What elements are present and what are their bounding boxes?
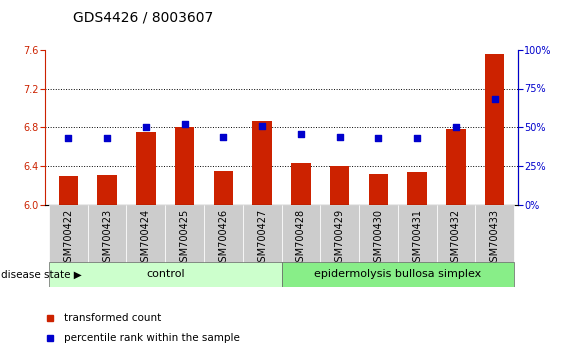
Point [180,121,189,127]
Point [141,125,150,130]
Bar [49,205,88,269]
Bar [320,205,359,269]
Text: GSM700433: GSM700433 [490,209,500,268]
Text: transformed count: transformed count [64,313,161,323]
Bar [369,174,388,205]
Point [258,123,267,129]
Bar [330,166,349,205]
Bar [204,205,243,269]
Bar [59,176,78,205]
Text: GSM700430: GSM700430 [373,209,383,268]
Point [413,136,422,141]
Point [102,136,111,141]
Bar [446,130,466,205]
Bar [408,172,427,205]
Bar [398,205,436,269]
Point [219,134,228,139]
Bar [282,262,514,287]
Bar [436,205,475,269]
Text: control: control [146,269,185,279]
Text: GSM700432: GSM700432 [451,209,461,268]
Text: GSM700426: GSM700426 [218,209,229,268]
Text: GSM700427: GSM700427 [257,209,267,268]
Bar [291,164,311,205]
Bar [359,205,398,269]
Bar [49,262,282,287]
Bar [97,175,117,205]
Point [452,125,461,130]
Point [490,97,499,102]
Text: GSM700424: GSM700424 [141,209,151,268]
Text: GDS4426 / 8003607: GDS4426 / 8003607 [73,11,213,25]
Bar [88,205,127,269]
Point [296,131,305,137]
Text: epidermolysis bullosa simplex: epidermolysis bullosa simplex [314,269,481,279]
Point [335,134,344,139]
Text: GSM700428: GSM700428 [296,209,306,268]
Text: GSM700429: GSM700429 [334,209,345,268]
Point [64,136,73,141]
Text: GSM700423: GSM700423 [102,209,112,268]
Text: GSM700425: GSM700425 [180,209,190,268]
Text: GSM700431: GSM700431 [412,209,422,268]
Text: GSM700422: GSM700422 [63,209,73,268]
Text: percentile rank within the sample: percentile rank within the sample [64,333,240,343]
Bar [136,132,155,205]
Text: disease state ▶: disease state ▶ [1,269,81,279]
Bar [485,55,504,205]
Bar [165,205,204,269]
Bar [175,127,194,205]
Bar [252,121,272,205]
Bar [214,171,233,205]
Bar [475,205,514,269]
Point [374,136,383,141]
Bar [243,205,282,269]
Bar [127,205,165,269]
Bar [282,205,320,269]
